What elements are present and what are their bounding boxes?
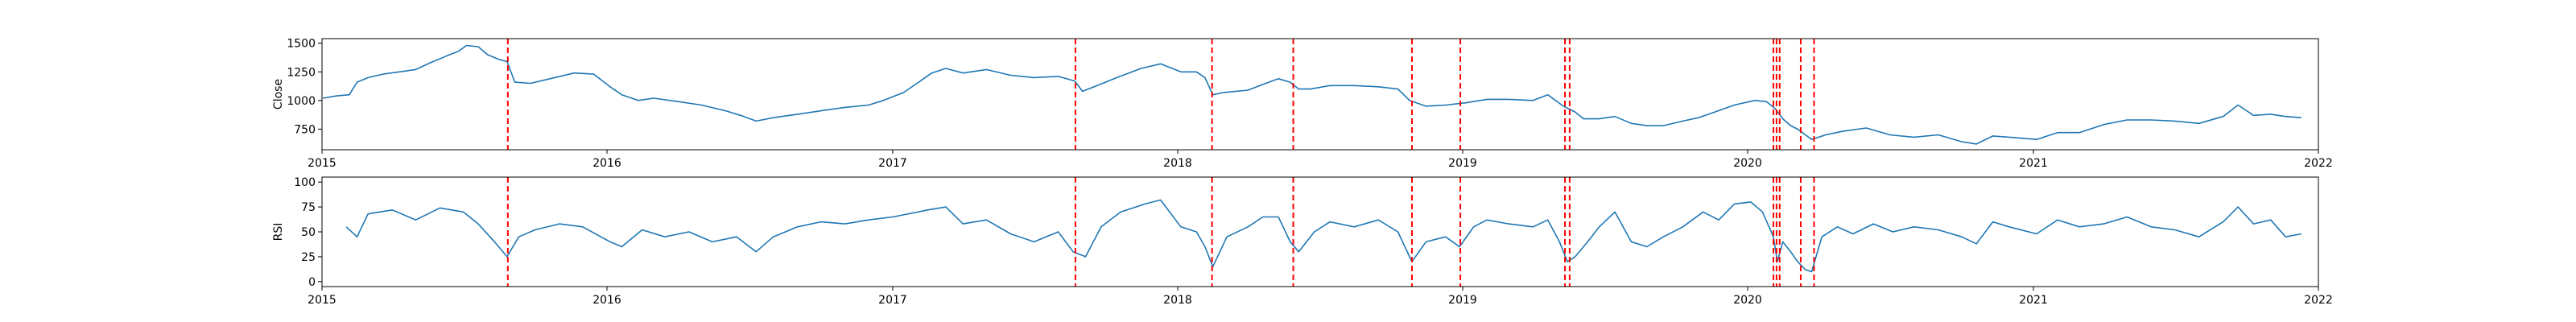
- rsi-y-tick-label-3: 75: [301, 201, 316, 214]
- close-series-line-0: [322, 44, 2301, 145]
- close-x-tick-label-4: 2019: [1448, 157, 1477, 170]
- rsi-y-tick-label-2: 50: [301, 226, 316, 239]
- rsi-y-axis: 0 25 50 75 100: [294, 176, 322, 289]
- close-x-axis: 2015 2016 2017 2018 2019 2020 2021 2022: [308, 150, 2333, 170]
- rsi-y-tick-label-1: 25: [301, 251, 316, 264]
- rsi-y-axis-label: RSI: [272, 223, 285, 242]
- close-x-tick-label-6: 2021: [2019, 157, 2048, 170]
- close-x-tick-label-1: 2016: [592, 157, 621, 170]
- rsi-x-tick-label-4: 2019: [1448, 294, 1477, 307]
- rsi-y-tick-label-4: 100: [294, 176, 316, 189]
- rsi-x-tick-label-2: 2017: [878, 294, 907, 307]
- close-y-axis-label: Close: [272, 79, 285, 109]
- rsi-x-tick-label-6: 2021: [2019, 294, 2048, 307]
- rsi-series-group: [345, 199, 2301, 273]
- rsi-x-tick-label-7: 2022: [2304, 294, 2333, 307]
- close-chart-panel: 2015 2016 2017 2018 2019 2020 2021 2022 750 1000…: [272, 38, 2333, 170]
- rsi-x-axis: 2015 2016 2017 2018 2019 2020 2021 2022: [308, 287, 2333, 307]
- close-event-lines: [506, 39, 1815, 150]
- close-x-tick-label-2: 2017: [878, 157, 907, 170]
- rsi-chart-panel: 2015 2016 2017 2018 2019 2020 2021 2022 0 25 50 75…: [272, 176, 2333, 307]
- rsi-series-line-0: [345, 199, 2301, 273]
- close-y-tick-label-3: 1500: [287, 38, 316, 51]
- close-y-tick-label-1: 1000: [287, 95, 316, 108]
- rsi-y-tick-label-0: 0: [308, 276, 316, 289]
- close-y-axis: 750 1000 1250 1500: [287, 38, 322, 136]
- close-x-tick-label-0: 2015: [308, 157, 336, 170]
- close-y-tick-label-2: 1250: [287, 66, 316, 79]
- rsi-x-tick-label-3: 2018: [1163, 294, 1192, 307]
- rsi-x-tick-label-1: 2016: [592, 294, 621, 307]
- rsi-x-tick-label-5: 2020: [1733, 294, 1762, 307]
- close-axes-frame: [321, 38, 2319, 151]
- rsi-event-lines: [506, 177, 1815, 287]
- close-x-tick-label-3: 2018: [1163, 157, 1192, 170]
- close-x-tick-label-7: 2022: [2304, 157, 2333, 170]
- rsi-x-tick-label-0: 2015: [308, 294, 336, 307]
- close-y-tick-label-0: 750: [294, 123, 316, 136]
- close-x-tick-label-5: 2020: [1733, 157, 1762, 170]
- close-series-group: [322, 44, 2301, 145]
